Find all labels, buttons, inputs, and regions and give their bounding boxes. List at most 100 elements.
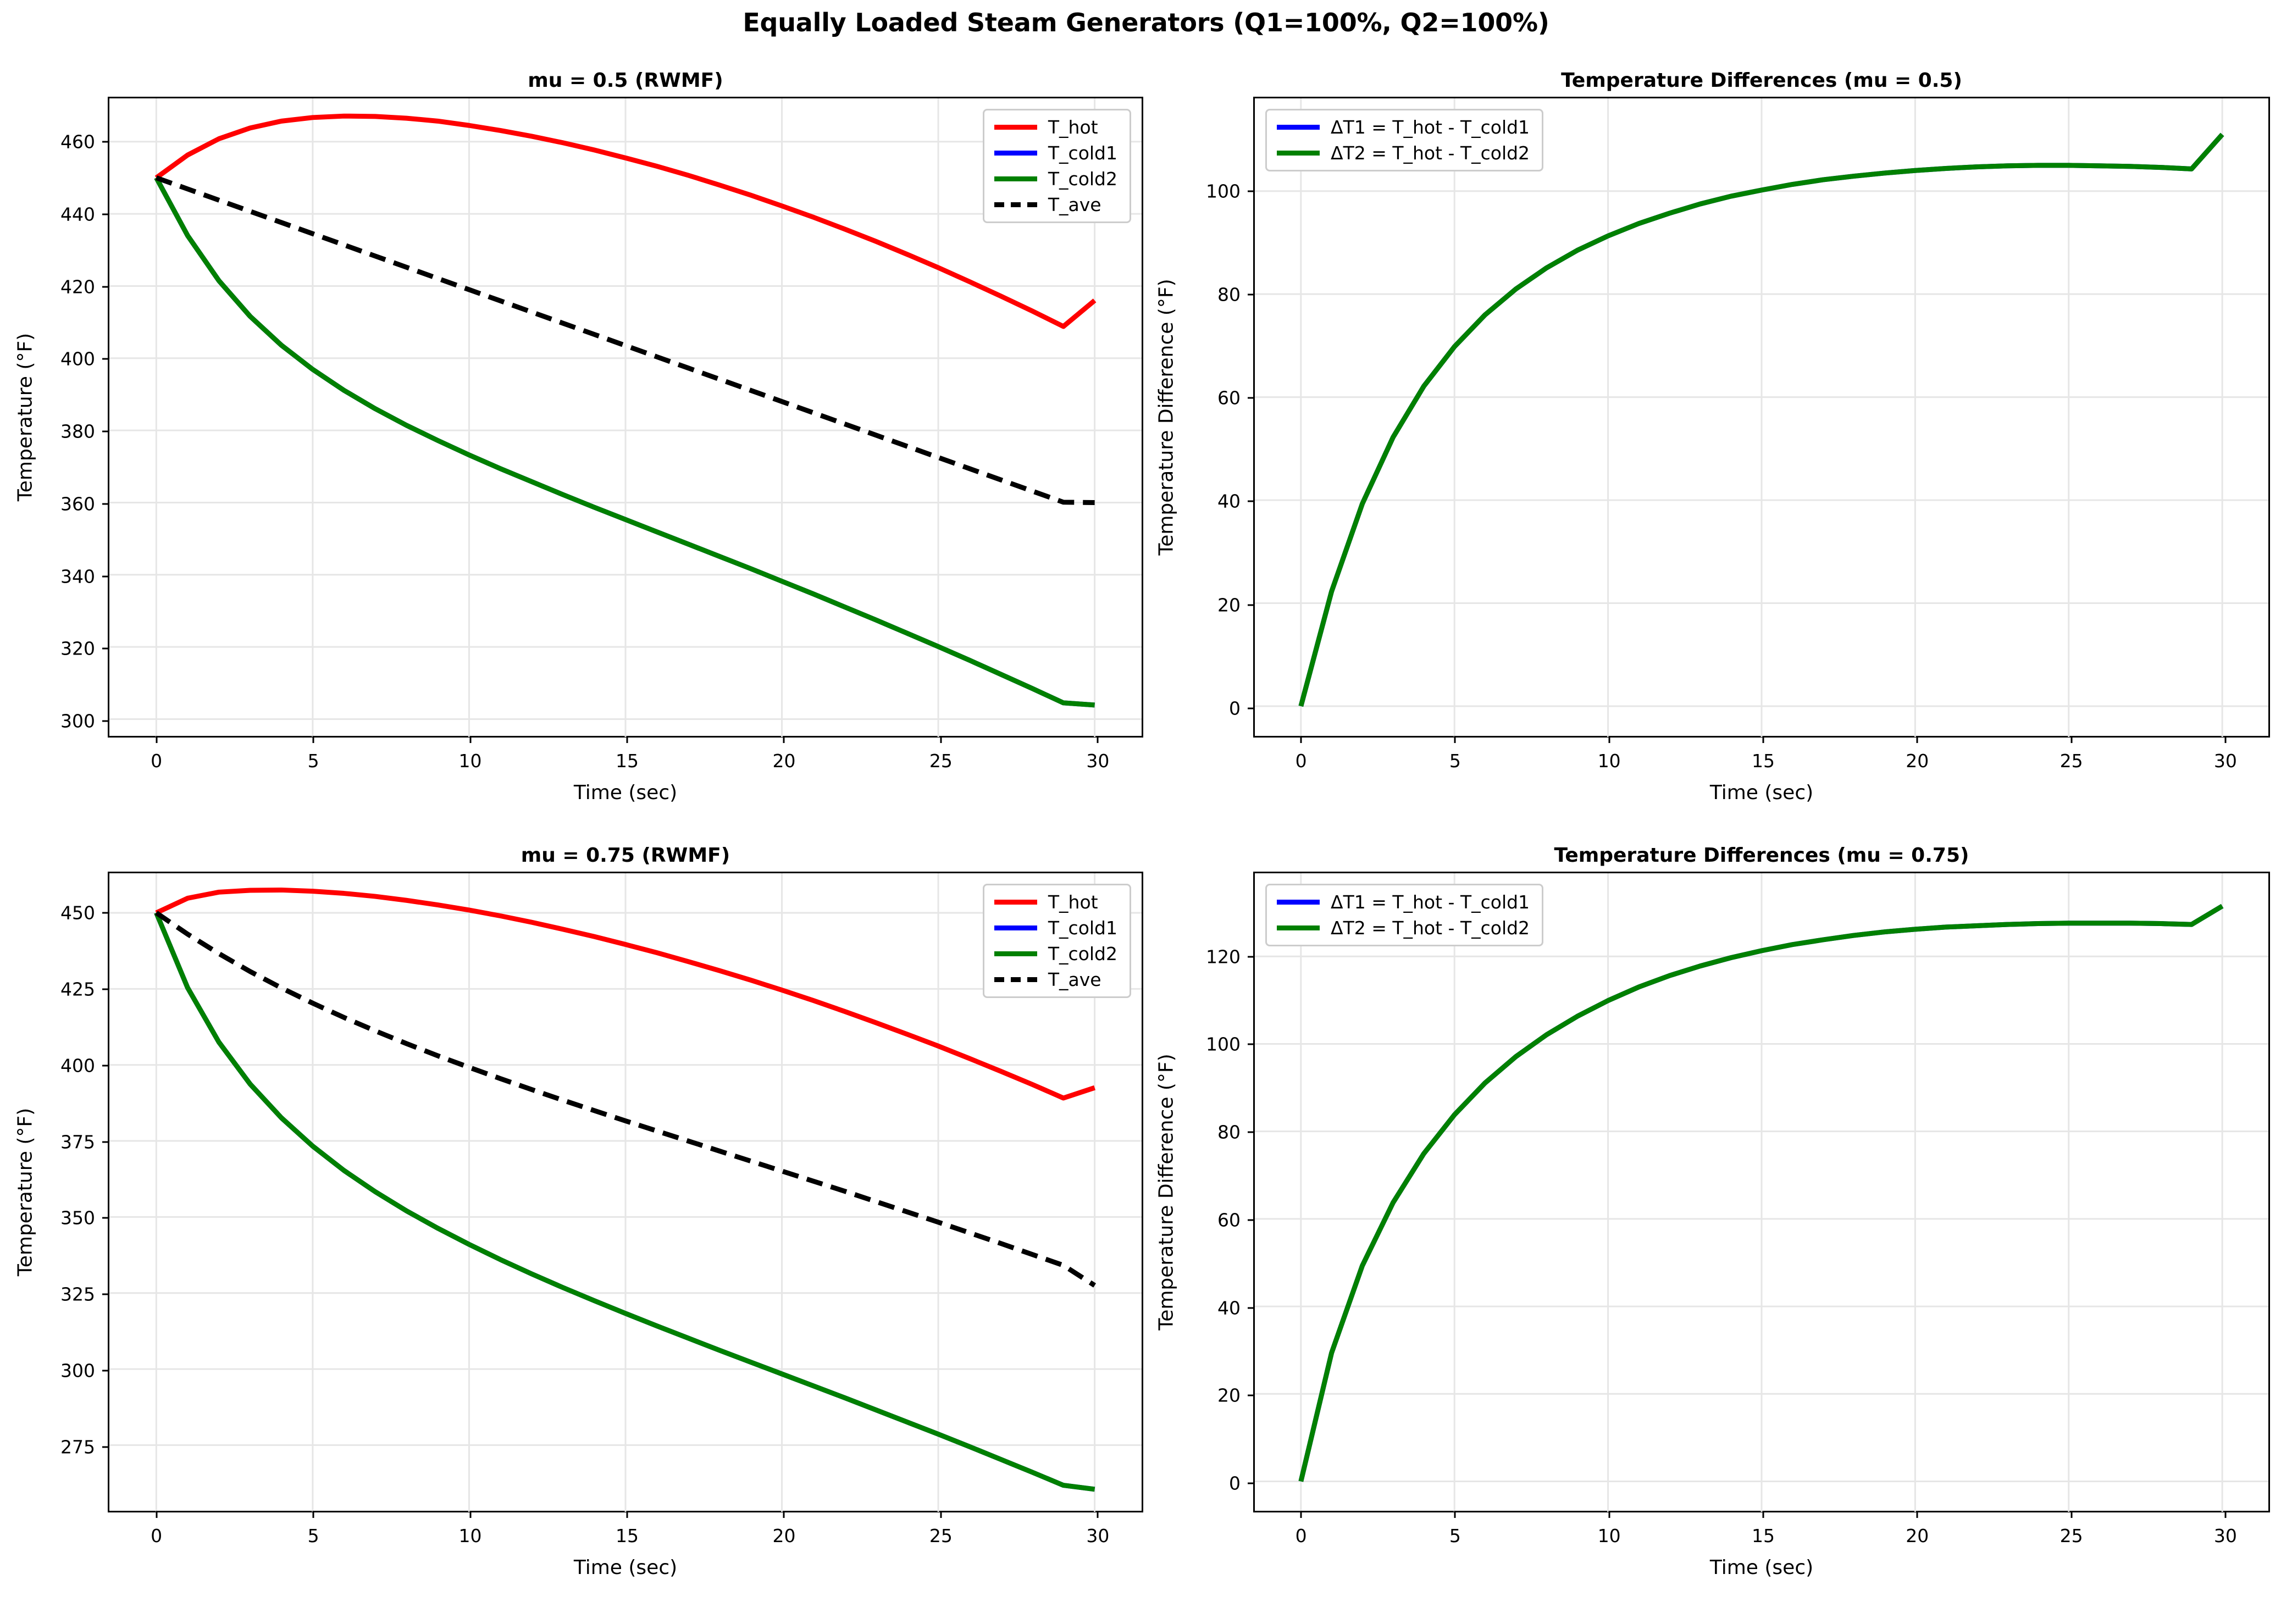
x-tick-mark	[940, 1511, 942, 1518]
x-tick-label: 25	[929, 750, 953, 772]
y-tick-label: 375	[60, 1131, 95, 1153]
y-tick-label: 450	[60, 902, 95, 924]
plot-area-top-right: 0 20 40 60 80 100 0 5 10 15 20 25 30	[1206, 97, 2270, 772]
x-axis-label-bottom-left: Time (sec)	[573, 1556, 678, 1579]
y-tick-mark	[1248, 1482, 1255, 1484]
x-tick-label: 25	[2060, 1525, 2083, 1547]
x-axis-label-top-left: Time (sec)	[573, 781, 678, 804]
legend-label: T_hot	[1048, 891, 1098, 913]
legend-item[interactable]: ΔT2 = T_hot - T_cold2	[1277, 144, 1530, 162]
y-tick-mark	[102, 1293, 109, 1295]
legend-item[interactable]: T_ave	[994, 196, 1117, 214]
x-tick-mark	[2224, 1511, 2227, 1518]
figure-suptitle: Equally Loaded Steam Generators (Q1=100%…	[743, 8, 1549, 37]
y-tick-mark	[1248, 1043, 1255, 1045]
y-tick-label: 400	[60, 1055, 95, 1077]
legend-item[interactable]: T_cold1	[994, 919, 1117, 937]
x-tick-label: 5	[307, 1525, 319, 1547]
legend-label: T_cold1	[1048, 142, 1117, 164]
legend-label: T_hot	[1048, 117, 1098, 138]
y-tick-label: 300	[60, 1360, 95, 1382]
legend-swatch-icon	[1277, 125, 1320, 130]
x-tick-mark	[1300, 1511, 1302, 1518]
y-tick-label: 440	[60, 203, 95, 225]
x-tick-mark	[469, 1511, 472, 1518]
x-tick-mark	[156, 736, 158, 743]
legend-label: ΔT1 = T_hot - T_cold1	[1331, 117, 1530, 138]
legend-item[interactable]: ΔT1 = T_hot - T_cold1	[1277, 893, 1530, 911]
y-tick-mark	[102, 575, 109, 578]
x-tick-mark	[626, 1511, 628, 1518]
x-tick-label: 10	[1597, 1525, 1621, 1547]
x-tick-mark	[2224, 736, 2227, 743]
x-tick-label: 30	[1086, 750, 1110, 772]
y-tick-label: 340	[60, 566, 95, 587]
y-tick-mark	[1248, 1394, 1255, 1396]
y-tick-mark	[1248, 1131, 1255, 1133]
legend-swatch-icon	[1277, 925, 1320, 930]
y-tick-label: 20	[1217, 1384, 1241, 1406]
y-tick-mark	[102, 988, 109, 990]
x-tick-mark	[1454, 736, 1456, 743]
y-tick-label: 40	[1217, 1297, 1241, 1319]
y-tick-label: 60	[1217, 387, 1241, 409]
panel-top-left: mu = 0.5 (RWMF) Temperature (°F) Time (s…	[14, 69, 1143, 804]
x-tick-label: 15	[616, 750, 639, 772]
x-tick-mark	[1762, 1511, 1764, 1518]
plot-svg-bottom-left	[109, 873, 1142, 1512]
legend-item[interactable]: T_cold1	[994, 144, 1117, 162]
x-tick-mark	[1097, 736, 1099, 743]
y-tick-label: 320	[60, 638, 95, 659]
x-tick-label: 0	[1295, 1525, 1307, 1547]
x-axis-label-bottom-right: Time (sec)	[1709, 1556, 1814, 1579]
legend-bottom-left: T_hot T_cold1 T_cold2 T_ave	[982, 884, 1131, 998]
x-tick-label: 30	[1086, 1525, 1110, 1547]
x-tick-mark	[2070, 1511, 2073, 1518]
y-tick-label: 40	[1217, 490, 1241, 512]
legend-swatch-icon	[994, 202, 1037, 207]
x-tick-label: 25	[929, 1525, 953, 1547]
panel-bottom-right: Temperature Differences (mu = 0.75) Temp…	[1155, 844, 2270, 1579]
x-tick-label: 15	[1752, 750, 1775, 772]
legend-item[interactable]: ΔT1 = T_hot - T_cold1	[1277, 118, 1530, 136]
legend-item[interactable]: T_cold2	[994, 170, 1117, 188]
panel-title-top-left: mu = 0.5 (RWMF)	[528, 69, 723, 92]
x-axis-label-top-right: Time (sec)	[1709, 781, 1814, 804]
y-tick-label: 350	[60, 1207, 95, 1229]
y-tick-mark	[102, 720, 109, 722]
y-tick-mark	[102, 213, 109, 215]
x-tick-mark	[1454, 1511, 1456, 1518]
legend-item[interactable]: T_cold2	[994, 945, 1117, 963]
y-tick-mark	[102, 430, 109, 433]
legend-swatch-icon	[994, 925, 1037, 930]
x-tick-mark	[940, 736, 942, 743]
y-axis-label-bottom-left: Temperature (°F)	[14, 1107, 37, 1277]
x-tick-label: 20	[772, 1525, 796, 1547]
plot-svg-bottom-right	[1255, 873, 2268, 1512]
panel-title-top-right: Temperature Differences (mu = 0.5)	[1561, 69, 1962, 92]
legend-top-left: T_hot T_cold1 T_cold2 T_ave	[982, 109, 1131, 223]
panel-bottom-left: mu = 0.75 (RWMF) Temperature (°F) Time (…	[14, 844, 1143, 1579]
y-tick-mark	[1248, 190, 1255, 192]
y-tick-mark	[102, 141, 109, 143]
legend-bottom-right: ΔT1 = T_hot - T_cold1 ΔT2 = T_hot - T_col…	[1265, 884, 1544, 946]
x-tick-label: 25	[2060, 750, 2083, 772]
y-tick-label: 380	[60, 420, 95, 442]
y-axis-label-top-left: Temperature (°F)	[14, 332, 37, 502]
x-tick-label: 15	[1752, 1525, 1775, 1547]
legend-label: T_ave	[1048, 194, 1101, 215]
legend-item[interactable]: T_hot	[994, 118, 1117, 136]
x-tick-label: 10	[458, 1525, 482, 1547]
plot-svg-top-right	[1255, 98, 2268, 738]
y-tick-mark	[102, 912, 109, 914]
x-tick-label: 0	[1295, 750, 1307, 772]
legend-item[interactable]: T_ave	[994, 971, 1117, 989]
y-tick-label: 325	[60, 1283, 95, 1305]
y-tick-mark	[1248, 293, 1255, 296]
legend-label: T_cold2	[1048, 943, 1117, 965]
y-tick-label: 0	[1229, 1472, 1241, 1494]
x-tick-label: 30	[2213, 1525, 2237, 1547]
legend-item[interactable]: T_hot	[994, 893, 1117, 911]
x-tick-mark	[1608, 1511, 1610, 1518]
legend-item[interactable]: ΔT2 = T_hot - T_cold2	[1277, 919, 1530, 937]
